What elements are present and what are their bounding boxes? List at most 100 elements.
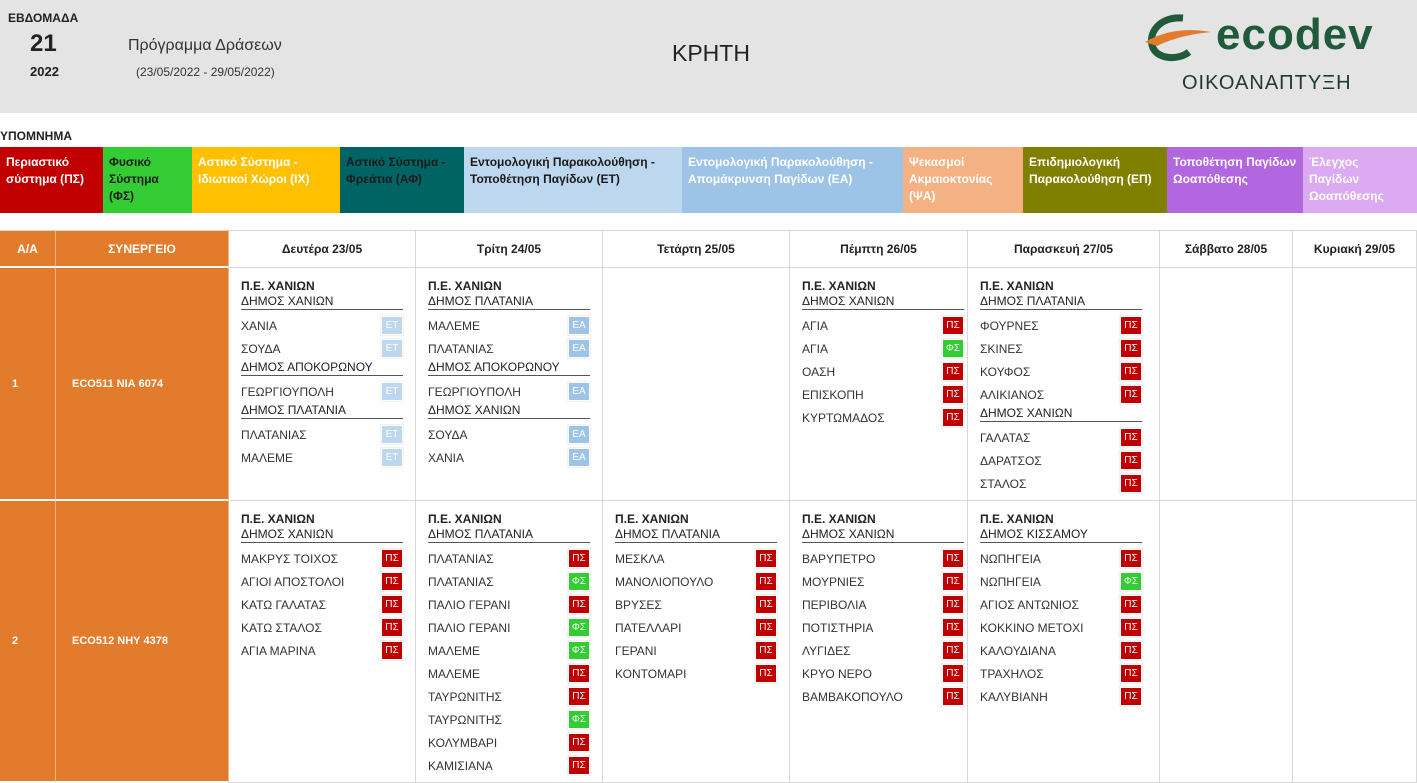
task-entry: ΚΡΥΟ ΝΕΡΟ ΠΣ: [802, 662, 965, 685]
task-badge: ΦΣ: [567, 640, 591, 661]
task-entry: ΑΓΙΑ ΜΑΡΙΝΑ ΠΣ: [241, 639, 404, 662]
municipality-name: ΔΗΜΟΣ ΧΑΝΙΩΝ: [241, 527, 403, 543]
place-name: ΠΟΤΙΣΤΗΡΙΑ: [802, 620, 874, 635]
place-name: ΚΑΛΥΒΙΑΝΗ: [980, 689, 1048, 704]
place-name: ΒΑΡΥΠΕΤΡΟ: [802, 551, 876, 566]
place-name: ΠΑΛΙΟ ΓΕΡΑΝΙ: [428, 597, 511, 612]
place-name: ΚΡΥΟ ΝΕΡΟ: [802, 666, 873, 681]
municipality-name: ΔΗΜΟΣ ΠΛΑΤΑΝΙΑ: [241, 403, 403, 419]
day-cell: [1160, 501, 1293, 783]
place-name: ΚΟΝΤΟΜΑΡΙ: [615, 666, 687, 681]
task-entry: ΠΛΑΤΑΝΙΑΣ ΕΤ: [241, 423, 404, 446]
task-entry: ΜΑΚΡΥΣ ΤΟΙΧΟΣ ΠΣ: [241, 547, 404, 570]
task-badge: ΠΣ: [1119, 663, 1143, 684]
task-badge: ΠΣ: [1119, 617, 1143, 638]
schedule-title: Πρόγραμμα Δράσεων: [128, 37, 282, 54]
region-name: Π.Ε. ΧΑΝΙΩΝ: [428, 512, 502, 526]
legend-item: Φυσικό Σύστημα (ΦΣ): [103, 147, 192, 213]
task-entry: ΚΑΜΙΣΙΑΝΑ ΠΣ: [428, 754, 591, 777]
header: ΕΒΔΟΜΑΔΑ 21 2022 Πρόγραμμα Δράσεων (23/0…: [0, 0, 1417, 113]
task-entry: ΤΑΥΡΩΝΙΤΗΣ ΦΣ: [428, 708, 591, 731]
region-name: Π.Ε. ΧΑΝΙΩΝ: [802, 512, 876, 526]
day-cell: Π.Ε. ΧΑΝΙΩΝ ΔΗΜΟΣ ΧΑΝΙΩΝ ΧΑΝΙΑ ΕΤ ΣΟΥΔΑ ΕΤ ΔΗΜ…: [229, 268, 416, 501]
day-cell: Π.Ε. ΧΑΝΙΩΝ ΔΗΜΟΣ ΧΑΝΙΩΝ ΜΑΚΡΥΣ ΤΟΙΧΟΣ ΠΣ ΑΓ…: [229, 501, 416, 783]
place-name: ΕΠΙΣΚΟΠΗ: [802, 387, 864, 402]
place-name: ΧΑΝΙΑ: [428, 450, 465, 465]
task-entry: ΟΑΣΗ ΠΣ: [802, 360, 965, 383]
task-badge: ΠΣ: [941, 663, 965, 684]
task-entry: ΣΤΑΛΟΣ ΠΣ: [980, 472, 1143, 495]
task-badge: ΠΣ: [380, 548, 404, 569]
logo-mark: [1145, 14, 1211, 61]
task-badge: ΠΣ: [1119, 384, 1143, 405]
task-entry: ΜΑΛΕΜΕ ΦΣ: [428, 639, 591, 662]
task-badge: ΕΤ: [380, 381, 404, 402]
task-entry: ΠΛΑΤΑΝΙΑΣ ΠΣ: [428, 547, 591, 570]
legend-title: ΥΠΟΜΝΗΜΑ: [0, 129, 72, 143]
place-name: ΜΑΛΕΜΕ: [428, 318, 481, 333]
place-name: ΦΟΥΡΝΕΣ: [980, 318, 1039, 333]
task-entry: ΑΓΙΑ ΦΣ: [802, 337, 965, 360]
place-name: ΜΑΛΕΜΕ: [428, 643, 481, 658]
task-entry: ΚΑΛΥΒΙΑΝΗ ΠΣ: [980, 685, 1143, 708]
column-header: Δευτέρα 23/05: [229, 230, 416, 268]
task-entry: ΝΩΠΗΓΕΙΑ ΦΣ: [980, 570, 1143, 593]
task-badge: ΕΑ: [567, 338, 591, 359]
place-name: ΠΛΑΤΑΝΙΑΣ: [428, 551, 494, 566]
task-entry: ΚΟΥΦΟΣ ΠΣ: [980, 360, 1143, 383]
task-badge: ΠΣ: [1119, 315, 1143, 336]
place-name: ΠΛΑΤΑΝΙΑΣ: [241, 427, 307, 442]
place-name: ΟΑΣΗ: [802, 364, 836, 379]
task-badge: ΠΣ: [1119, 594, 1143, 615]
task-badge: ΠΣ: [1119, 338, 1143, 359]
place-name: ΤΑΥΡΩΝΙΤΗΣ: [428, 689, 502, 704]
task-entry: ΧΑΝΙΑ ΕΑ: [428, 446, 591, 469]
task-entry: ΠΑΤΕΛΛΑΡΙ ΠΣ: [615, 616, 778, 639]
task-badge: ΠΣ: [941, 548, 965, 569]
task-entry: ΣΚΙΝΕΣ ΠΣ: [980, 337, 1143, 360]
task-badge: ΦΣ: [567, 571, 591, 592]
task-badge: ΠΣ: [1119, 427, 1143, 448]
place-name: ΤΡΑΧΗΛΟΣ: [980, 666, 1044, 681]
task-badge: ΠΣ: [1119, 686, 1143, 707]
row-number: 2: [0, 501, 56, 783]
column-header: Παρασκευή 27/05: [968, 230, 1160, 268]
place-name: ΠΑΤΕΛΛΑΡΙ: [615, 620, 682, 635]
task-entry: ΦΟΥΡΝΕΣ ΠΣ: [980, 314, 1143, 337]
legend-item: Ψεκασμοί Ακμαιοκτονίας (ΨΑ): [903, 147, 1023, 213]
municipality-name: ΔΗΜΟΣ ΠΛΑΤΑΝΙΑ: [428, 294, 590, 310]
legend-item: Περιαστικό σύστημα (ΠΣ): [0, 147, 103, 213]
task-badge: ΕΑ: [567, 424, 591, 445]
legend: Περιαστικό σύστημα (ΠΣ) Φυσικό Σύστημα (Φ…: [0, 147, 1417, 213]
task-badge: ΕΑ: [567, 447, 591, 468]
year: 2022: [30, 64, 59, 79]
place-name: ΠΛΑΤΑΝΙΑΣ: [428, 341, 494, 356]
task-entry: ΑΓΙΟΣ ΑΝΤΩΝΙΟΣ ΠΣ: [980, 593, 1143, 616]
task-badge: ΠΣ: [941, 315, 965, 336]
place-name: ΑΓΙΑ: [802, 341, 828, 356]
place-name: ΝΩΠΗΓΕΙΑ: [980, 574, 1041, 589]
schedule-table: Α/Α ΣΥΝΕΡΓΕΙΟ Δευτέρα 23/05 Τρίτη 24/05 Τετά…: [0, 230, 1417, 783]
place-name: ΜΑΚΡΥΣ ΤΟΙΧΟΣ: [241, 551, 339, 566]
region-name: Π.Ε. ΧΑΝΙΩΝ: [241, 279, 315, 293]
task-badge: ΠΣ: [1119, 473, 1143, 494]
place-name: ΑΓΙΑ ΜΑΡΙΝΑ: [241, 643, 316, 658]
task-badge: ΦΣ: [567, 617, 591, 638]
task-entry: ΚΟΝΤΟΜΑΡΙ ΠΣ: [615, 662, 778, 685]
task-entry: ΔΑΡΑΤΣΟΣ ΠΣ: [980, 449, 1143, 472]
place-name: ΚΑΛΟΥΔΙΑΝΑ: [980, 643, 1056, 658]
place-name: ΣΤΑΛΟΣ: [980, 476, 1027, 491]
task-entry: ΠΑΛΙΟ ΓΕΡΑΝΙ ΠΣ: [428, 593, 591, 616]
place-name: ΜΑΝΟΛΙΟΠΟΥΛΟ: [615, 574, 714, 589]
task-badge: ΠΣ: [941, 686, 965, 707]
region-name: Π.Ε. ΧΑΝΙΩΝ: [980, 279, 1054, 293]
place-name: ΒΑΜΒΑΚΟΠΟΥΛΟ: [802, 689, 903, 704]
task-entry: ΝΩΠΗΓΕΙΑ ΠΣ: [980, 547, 1143, 570]
municipality-name: ΔΗΜΟΣ ΧΑΝΙΩΝ: [241, 294, 403, 310]
place-name: ΒΡΥΣΕΣ: [615, 597, 662, 612]
task-badge: ΕΑ: [567, 315, 591, 336]
task-entry: ΚΟΛΥΜΒΑΡΙ ΠΣ: [428, 731, 591, 754]
column-header: Τρίτη 24/05: [416, 230, 603, 268]
task-entry: ΠΛΑΤΑΝΙΑΣ ΦΣ: [428, 570, 591, 593]
task-badge: ΠΣ: [567, 686, 591, 707]
